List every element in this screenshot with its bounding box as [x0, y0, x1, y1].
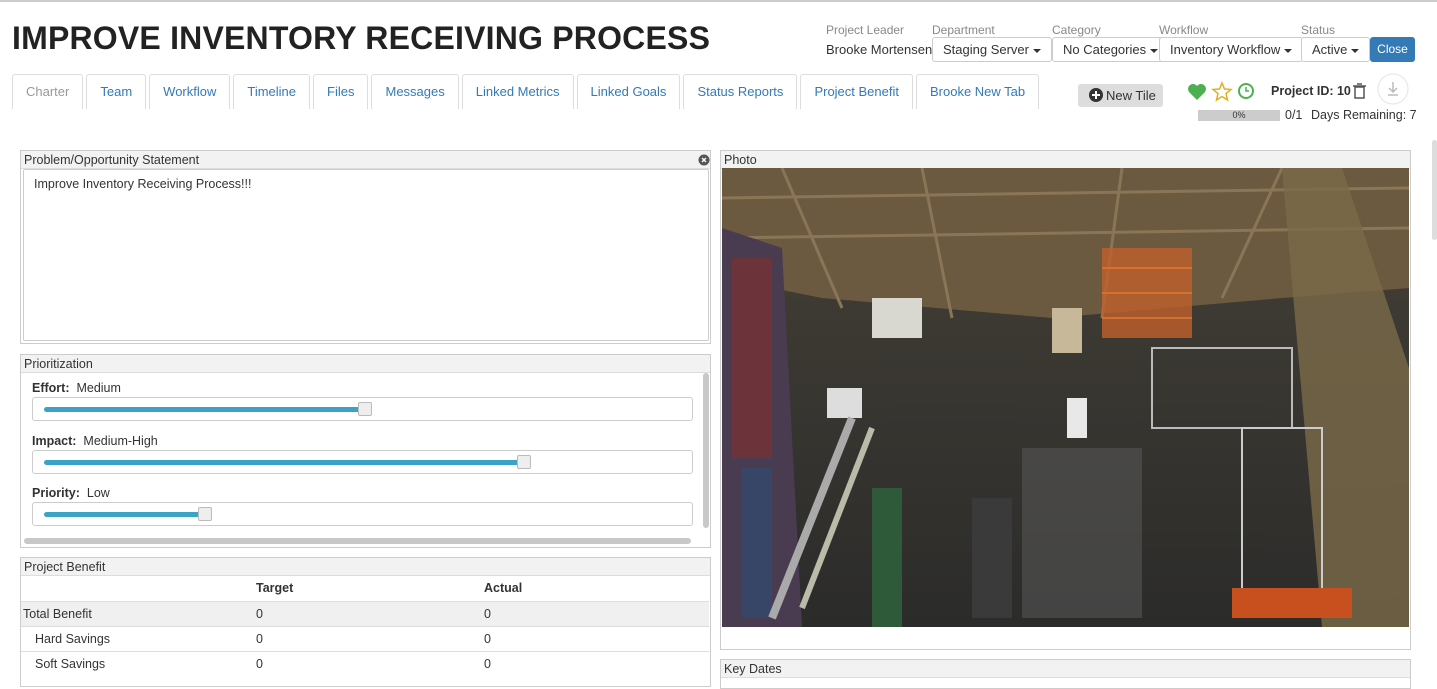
dropdown[interactable]: No Categories: [1052, 37, 1170, 62]
table-row: Soft Savings 0 0: [21, 651, 709, 676]
scrollbar-vertical[interactable]: [703, 373, 709, 528]
table-row: Total Benefit 0 0: [21, 601, 709, 626]
column-header: Target: [256, 581, 294, 595]
slider-handle[interactable]: [198, 507, 212, 521]
tab[interactable]: Files: [313, 74, 369, 109]
actual-value: 0: [484, 607, 491, 621]
dropdown-value: Inventory Workflow: [1170, 42, 1281, 57]
caret: [1284, 48, 1293, 53]
slider-value: Low: [86, 486, 110, 500]
slider-track[interactable]: [32, 502, 693, 526]
tab[interactable]: Workflow: [149, 74, 231, 109]
key-dates-panel: Key Dates: [720, 659, 1411, 689]
table-header: Target Actual: [21, 576, 709, 601]
slider-name: Effort:: [32, 381, 70, 395]
problem-panel: Problem/Opportunity Statement Improve In…: [20, 150, 711, 344]
days-remaining: Days Remaining: 7: [1311, 108, 1417, 122]
warehouse-photo: [722, 168, 1409, 627]
field-value: Brooke Mortensen: [826, 42, 933, 57]
tab[interactable]: Linked Goals: [576, 74, 681, 109]
tab[interactable]: Linked Metrics: [461, 74, 574, 109]
panel-header: Prioritization: [21, 355, 710, 373]
panel-header: Problem/Opportunity Statement: [21, 151, 710, 169]
benefit-panel: Project Benefit Target Actual Total Benefi…: [20, 557, 711, 687]
slider-track[interactable]: [32, 397, 693, 421]
new-tile-label: New Tile: [1106, 88, 1156, 103]
dropdown[interactable]: Staging Server: [932, 37, 1052, 62]
plus-icon: [1089, 88, 1103, 102]
dropdown[interactable]: Inventory Workflow: [1159, 37, 1304, 62]
tab[interactable]: Project Benefit: [800, 74, 913, 109]
tab[interactable]: Brooke New Tab: [915, 74, 1040, 109]
panel-header: Key Dates: [721, 660, 1410, 678]
trash-icon[interactable]: [1353, 83, 1366, 99]
slider-handle[interactable]: [517, 455, 531, 469]
page-scrollbar[interactable]: [1432, 140, 1437, 240]
scrollbar-horizontal[interactable]: [24, 538, 691, 544]
table-row: Hard Savings 0 0: [21, 626, 709, 651]
dropdown-value: Active: [1312, 42, 1348, 57]
new-tile-button[interactable]: New Tile: [1078, 84, 1163, 107]
slider-handle[interactable]: [358, 402, 372, 416]
field-label: Project Leader: [826, 23, 905, 37]
panel-close-icon[interactable]: [698, 154, 710, 166]
caret: [1351, 48, 1360, 53]
row-label: Soft Savings: [35, 657, 106, 671]
dropdown-value: Staging Server: [943, 42, 1029, 57]
tab[interactable]: Team: [86, 74, 147, 109]
slider-label: Effort: Medium: [32, 381, 121, 395]
panel-header: Project Benefit: [21, 558, 710, 576]
field-label: Category: [1052, 23, 1101, 37]
row-label: Hard Savings: [35, 632, 111, 646]
project-id: Project ID: 10: [1271, 84, 1351, 98]
project-title: IMPROVE INVENTORY RECEIVING PROCESS: [12, 20, 711, 56]
caret: [1033, 48, 1041, 53]
dropdown-value: No Categories: [1063, 42, 1147, 57]
slider-fill: [44, 512, 204, 517]
tab-bar: Charter Team Workflow Timeline Files Messages…: [12, 74, 1040, 109]
statement-text[interactable]: Improve Inventory Receiving Process!!!: [23, 169, 709, 341]
photo-panel: Photo: [720, 150, 1411, 650]
target-value: 0: [256, 607, 263, 621]
heart-icon[interactable]: [1188, 84, 1206, 100]
tab[interactable]: Timeline: [233, 74, 311, 109]
slider-track[interactable]: [32, 450, 693, 474]
slider-label: Impact: Medium-High: [32, 434, 158, 448]
clock-icon[interactable]: [1238, 83, 1254, 99]
slider-value: Medium-High: [83, 434, 158, 448]
tab[interactable]: Messages: [371, 74, 459, 109]
target-value: 0: [256, 632, 263, 646]
actual-value: 0: [484, 657, 491, 671]
slider-fill: [44, 407, 364, 412]
field-label: Workflow: [1159, 23, 1209, 37]
slider-name: Impact:: [32, 434, 77, 448]
panel-header: Photo: [721, 151, 1410, 169]
target-value: 0: [256, 657, 263, 671]
close-button[interactable]: Close: [1370, 37, 1415, 62]
field-label: Status: [1301, 23, 1336, 37]
column-header: Actual: [484, 581, 523, 595]
download-button[interactable]: [1376, 73, 1410, 107]
slider-label: Priority: Low: [32, 486, 110, 500]
toolbar-icons: [1188, 81, 1366, 102]
dropdown[interactable]: Active: [1301, 37, 1371, 62]
progress-count: 0/1: [1285, 108, 1303, 122]
caret: [1150, 48, 1159, 53]
progress-bar: 0%: [1198, 110, 1280, 121]
slider-value: Medium: [76, 381, 121, 395]
top-border: [0, 0, 1437, 2]
tab[interactable]: Charter: [12, 74, 84, 109]
row-label: Total Benefit: [23, 607, 92, 621]
slider-fill: [44, 460, 523, 465]
actual-value: 0: [484, 632, 491, 646]
slider-name: Priority:: [32, 486, 80, 500]
star-icon[interactable]: [1211, 81, 1233, 102]
prioritization-panel: Prioritization Effort: Medium Impact: Med…: [20, 354, 711, 548]
field-label: Department: [932, 23, 995, 37]
tab[interactable]: Status Reports: [683, 74, 798, 109]
